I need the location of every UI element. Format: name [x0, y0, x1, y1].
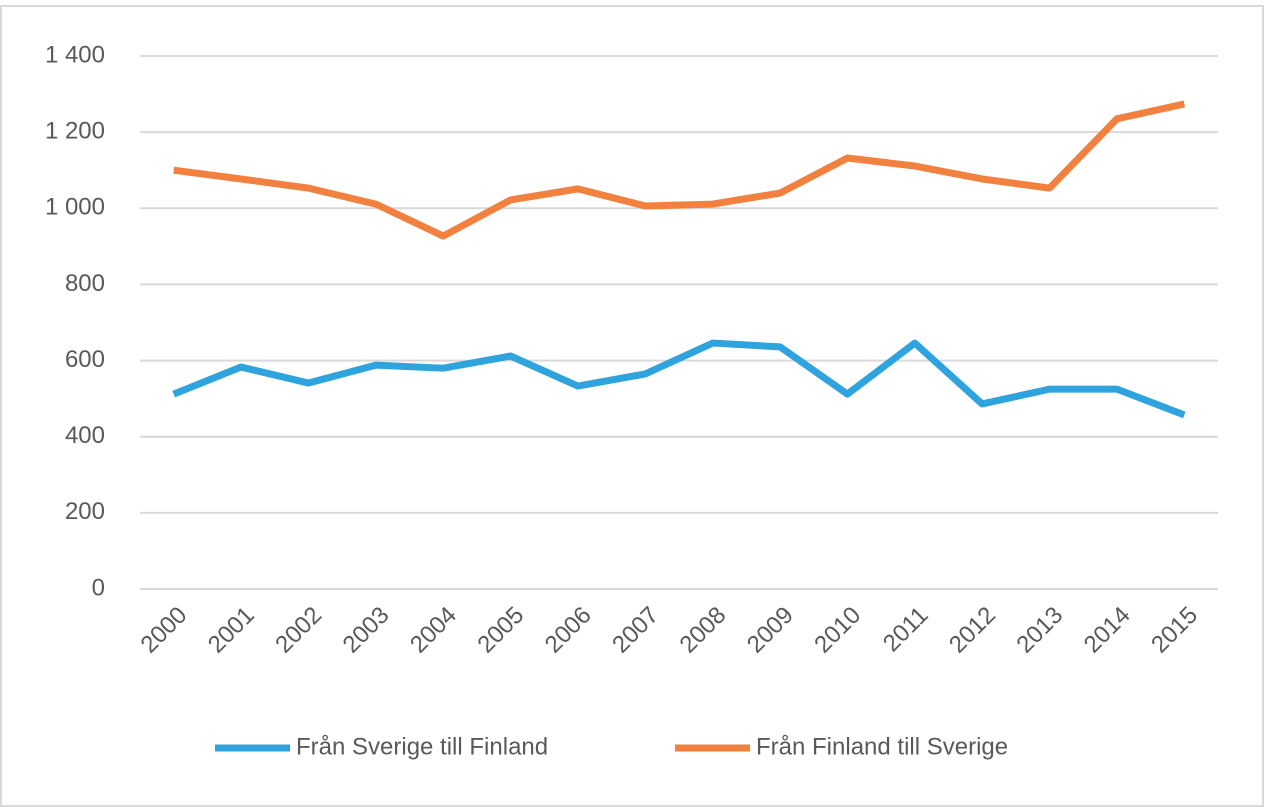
x-tick-label: 2009 [742, 602, 799, 659]
x-tick-label: 2003 [338, 602, 395, 659]
x-tick-label: 2005 [472, 602, 529, 659]
chart-border [0, 5, 1264, 807]
y-tick-label: 1 200 [45, 117, 105, 144]
x-tick-label: 2002 [270, 602, 327, 659]
series-line [173, 100, 1186, 240]
x-tick-label: 2006 [540, 602, 597, 659]
x-tick-label: 2014 [1079, 602, 1136, 659]
x-tick-label: 2008 [675, 602, 732, 659]
x-tick-label: 2004 [405, 602, 462, 659]
y-tick-label: 0 [92, 574, 105, 601]
y-tick-label: 1 400 [45, 41, 105, 68]
y-tick-label: 600 [65, 346, 105, 373]
y-tick-label: 800 [65, 270, 105, 297]
x-tick-label: 2001 [203, 602, 260, 659]
x-tick-label: 2013 [1011, 602, 1068, 659]
legend-label: Från Sverige till Finland [296, 733, 548, 760]
x-tick-label: 2011 [878, 602, 934, 658]
x-tick-label: 2007 [607, 602, 664, 659]
series-line [172, 339, 1186, 419]
y-tick-label: 200 [65, 498, 105, 525]
x-tick-label: 2012 [944, 602, 1001, 659]
x-tick-label: 2000 [136, 602, 193, 659]
y-tick-label: 400 [65, 422, 105, 449]
x-tick-label: 2010 [809, 602, 866, 659]
legend-label: Från Finland till Sverige [756, 733, 1008, 760]
y-tick-label: 1 000 [45, 194, 105, 221]
x-tick-label: 2015 [1146, 602, 1203, 659]
